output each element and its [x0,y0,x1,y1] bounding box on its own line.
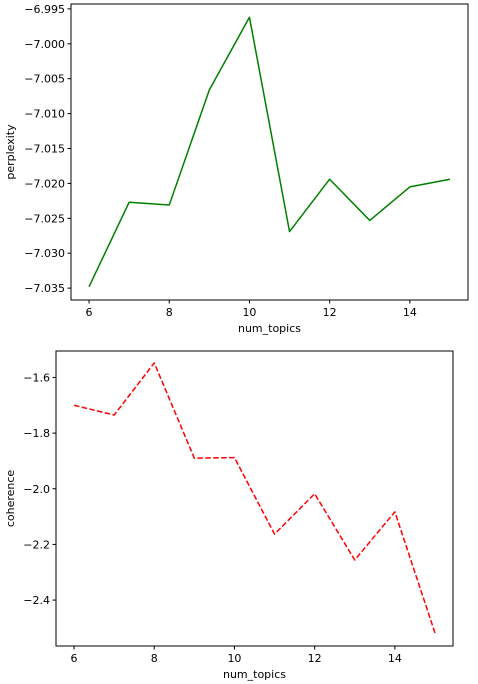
x-tick-label: 8 [151,652,158,665]
y-tick-label: −2.4 [23,594,50,607]
y-tick-label: −7.030 [24,247,65,260]
x-tick-label: 14 [388,652,402,665]
x-axis-label: num_topics [223,668,286,681]
y-tick-label: −7.015 [24,143,65,156]
x-tick-label: 6 [71,652,78,665]
x-tick-label: 14 [403,306,417,319]
x-tick-label: 10 [242,306,256,319]
y-tick-label: −7.025 [24,212,65,225]
series-line-0 [88,16,451,288]
y-tick-label: −1.8 [23,427,50,440]
plot-frame [70,3,469,301]
x-tick-label: 8 [166,306,173,319]
y-tick-label: −7.005 [24,73,65,86]
x-tick-label: 12 [308,652,322,665]
x-tick-label: 12 [323,306,337,319]
y-tick-label: −2.0 [23,483,50,496]
series-line-0 [73,362,436,634]
y-tick-label: −6.995 [24,3,65,16]
y-axis-label: perplexity [4,124,17,180]
plot-frame [55,350,454,647]
y-tick-label: −7.020 [24,177,65,190]
y-tick-label: −1.6 [23,371,50,384]
y-tick-label: −7.000 [24,38,65,51]
y-axis-label: coherence [4,470,17,528]
perplexity-chart: 6 8 10 12 14 −7.035 −7.030 −7.025 −7.020 −7.015 −7… [4,3,469,335]
coherence-chart: 6 8 10 12 14 −2.4 −2.2 −2.0 −1.8 −1.6 num_topics co… [4,350,454,681]
x-axis-label: num_topics [238,322,301,335]
x-tick-label: 10 [227,652,241,665]
x-tick-label: 6 [86,306,93,319]
y-tick-label: −7.035 [24,282,65,295]
y-tick-label: −7.010 [24,108,65,121]
y-tick-label: −2.2 [23,538,50,551]
